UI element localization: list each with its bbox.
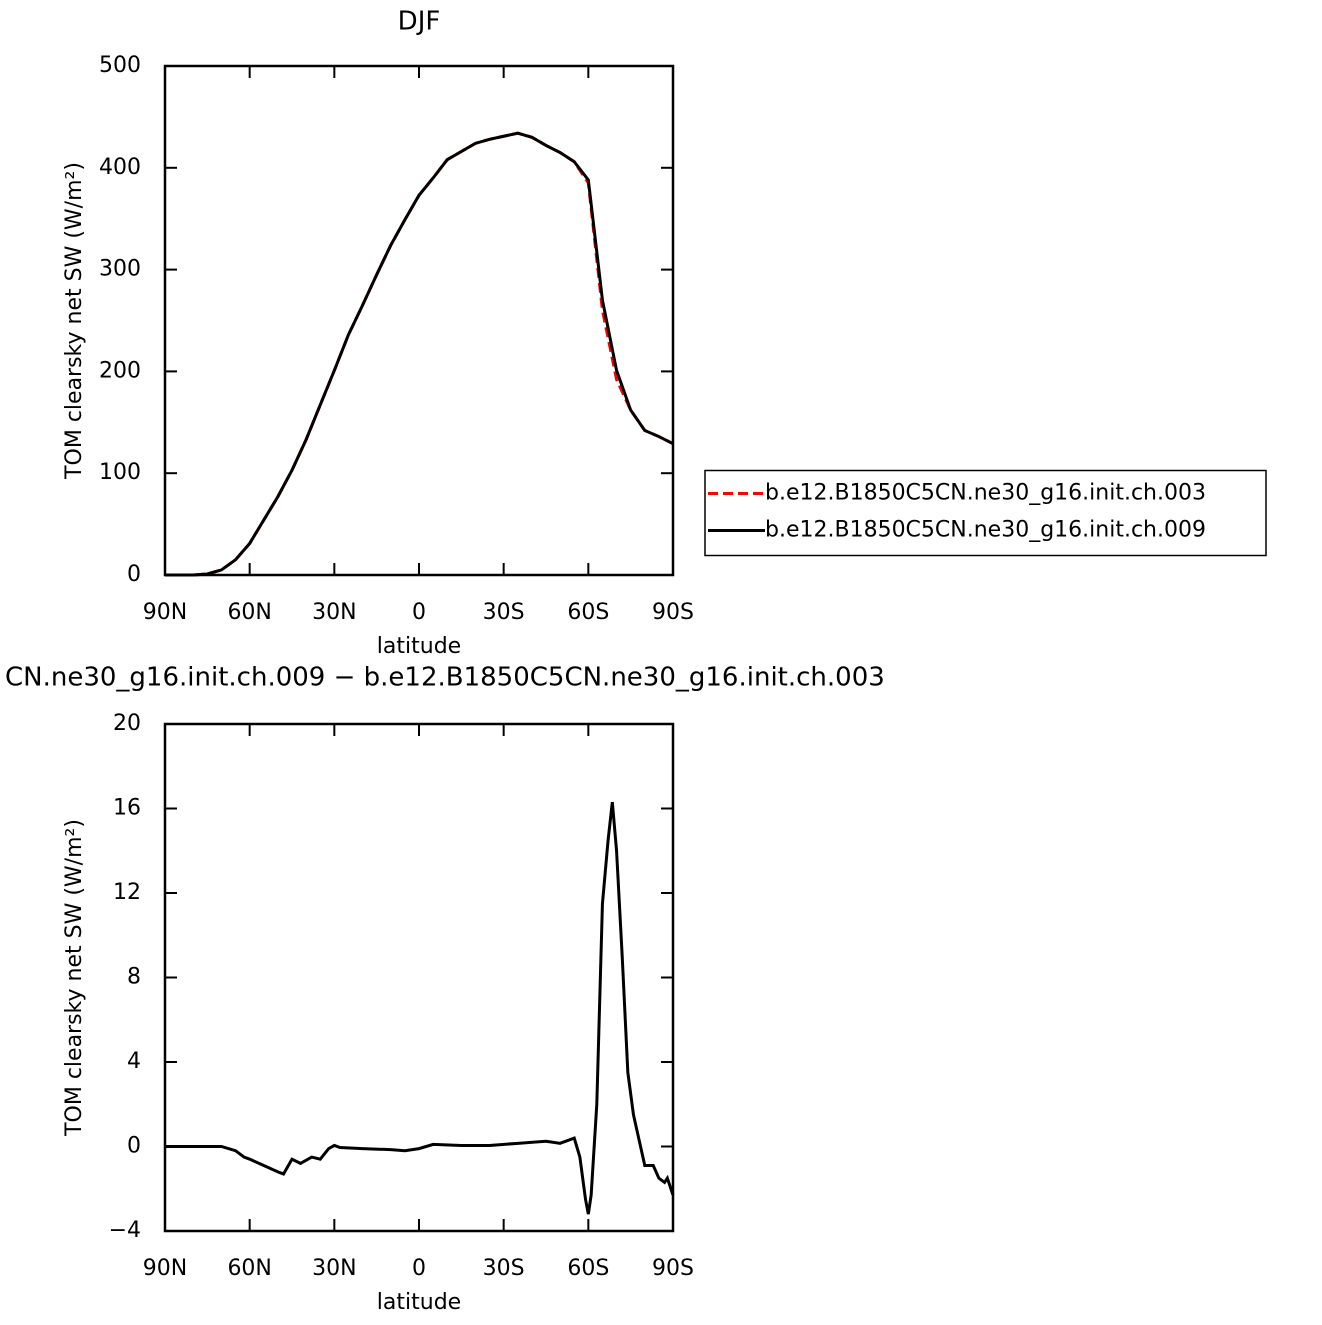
y-tick-label: 0 (127, 562, 141, 587)
y-tick-label: 100 (99, 460, 141, 485)
y-tick-label: 20 (113, 711, 141, 736)
y-tick-label: 4 (127, 1049, 141, 1074)
x-tick-label: 0 (412, 1256, 426, 1281)
legend-label: b.e12.B1850C5CN.ne30_g16.init.ch.009 (765, 518, 1206, 543)
plot-frame (163, 64, 675, 577)
x-tick-label: 60S (567, 1256, 609, 1281)
y-axis-label: TOM clearsky net SW (W/m²) (62, 819, 87, 1137)
legend-label: b.e12.B1850C5CN.ne30_g16.init.ch.003 (765, 481, 1206, 506)
x-tick-label: 60S (567, 600, 609, 625)
x-tick-label: 60N (227, 1256, 271, 1281)
x-tick-label: 60N (227, 600, 271, 625)
legend-box (704, 469, 1267, 557)
y-tick-label: 16 (113, 796, 141, 821)
x-tick-label: 30S (483, 600, 525, 625)
x-tick-label: 0 (412, 600, 426, 625)
y-tick-label: 500 (99, 53, 141, 78)
chart-title: DJF (398, 7, 441, 37)
x-tick-label: 90N (143, 600, 187, 625)
x-axis-label: latitude (377, 1290, 461, 1315)
x-tick-label: 90S (652, 1256, 694, 1281)
y-tick-label: 8 (127, 965, 141, 990)
chart-title: CN.ne30_g16.init.ch.009 − b.e12.B1850C5C… (5, 663, 885, 693)
x-tick-label: 90S (652, 600, 694, 625)
x-tick-label: 90N (143, 1256, 187, 1281)
y-tick-label: −4 (109, 1218, 141, 1243)
data-line (165, 131, 674, 577)
y-tick-label: 400 (99, 155, 141, 180)
y-tick-label: 200 (99, 358, 141, 383)
y-tick-label: 12 (113, 880, 141, 905)
y-axis-label: TOM clearsky net SW (W/m²) (62, 162, 87, 480)
y-tick-label: 300 (99, 257, 141, 282)
x-tick-label: 30N (312, 1256, 356, 1281)
y-tick-label: 0 (127, 1134, 141, 1159)
x-tick-label: 30N (312, 600, 356, 625)
data-line (165, 801, 675, 1215)
x-tick-label: 30S (483, 1256, 525, 1281)
x-axis-label: latitude (377, 634, 461, 659)
plot-frame (163, 722, 675, 1233)
data-line (165, 131, 674, 577)
